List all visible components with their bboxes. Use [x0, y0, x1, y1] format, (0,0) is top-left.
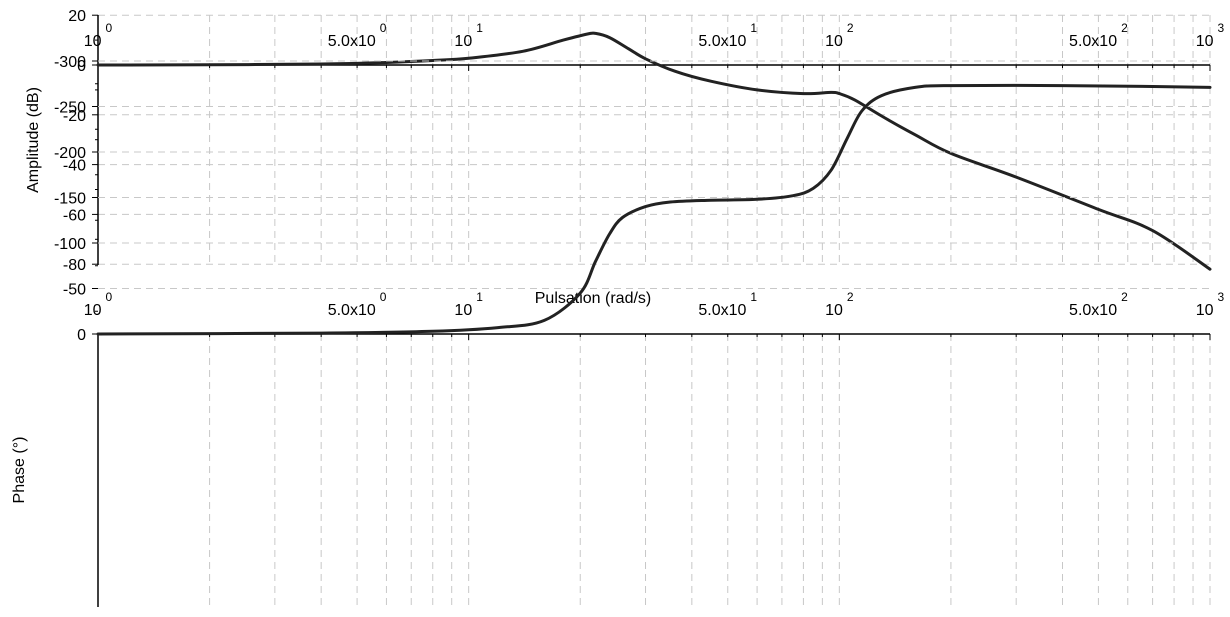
x-tick-label: 102 [825, 290, 854, 319]
phase-y-axis-title: Phase (°) [11, 437, 28, 504]
y-tick-label: -20 [63, 108, 86, 125]
amplitude-series-line [96, 31, 1212, 271]
y-tick-label: 0 [77, 58, 86, 75]
phase-axes [97, 333, 1210, 607]
y-tick-label: 0 [77, 327, 86, 344]
x-tick-label: 5.0x101 [698, 21, 757, 50]
y-tick-label: -200 [54, 145, 86, 162]
phase-series-line [96, 83, 1212, 336]
phase-y-ticks: 0-50-100-150-200-250-300 [54, 54, 1211, 344]
y-tick-label: 20 [68, 8, 86, 25]
phase-grid [97, 60, 1211, 607]
x-tick-label: 5.0x100 [328, 21, 387, 50]
phase-panel: 0-50-100-150-200-250-300 1005.0x1001015.… [11, 54, 1225, 607]
x-tick-label: 5.0x102 [1069, 21, 1128, 50]
x-tick-label: 101 [454, 21, 483, 50]
amplitude-y-ticks: 20 0 -20 -40 -60 -80 [63, 8, 1211, 274]
x-tick-label: 102 [825, 21, 854, 50]
y-tick-label: -100 [54, 236, 86, 253]
x-tick-label: 100 [84, 21, 113, 50]
amplitude-grid [97, 14, 1211, 265]
x-tick-label: 100 [84, 290, 113, 319]
amplitude-x-tick-labels: 100 5.0x100 101 5.0x101 102 5.0x102 103 [84, 21, 1225, 50]
amplitude-panel: 20 0 -20 -40 -60 -80 100 5.0x100 101 5.0x101 102 5… [25, 8, 1225, 274]
y-tick-label: -40 [63, 158, 86, 175]
x-tick-label: 5.0x100 [328, 290, 387, 319]
y-tick-label: -150 [54, 191, 86, 208]
y-tick-label: -60 [63, 207, 86, 224]
x-axis-title: Pulsation (rad/s) [535, 290, 652, 307]
x-tick-label: 5.0x101 [698, 290, 757, 319]
phase-x-tick-labels: 100 5.0x100 101 5.0x101 102 5.0x102 103 [84, 290, 1225, 319]
amplitude-axes [97, 15, 1210, 265]
x-tick-label: 103 [1196, 21, 1225, 50]
amplitude-y-axis-title: Amplitude (dB) [25, 87, 42, 193]
y-tick-label: -50 [63, 282, 86, 299]
y-tick-label: -300 [54, 54, 86, 71]
x-tick-label: 103 [1196, 290, 1225, 319]
y-tick-label: -80 [63, 257, 86, 274]
x-tick-label: 5.0x102 [1069, 290, 1128, 319]
x-tick-label: 101 [454, 290, 483, 319]
y-tick-label: -250 [54, 100, 86, 117]
